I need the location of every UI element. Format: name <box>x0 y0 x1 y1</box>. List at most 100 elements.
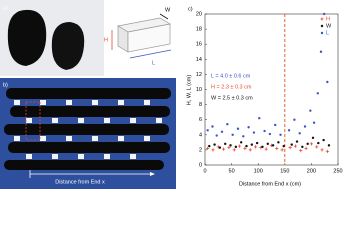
point <box>319 50 323 53</box>
point <box>224 142 227 146</box>
annotation: L = 4.0 ± 0.6 cm <box>211 73 251 79</box>
panel-label: a) <box>3 5 8 11</box>
point <box>268 132 272 136</box>
point <box>226 123 229 126</box>
point <box>295 140 299 143</box>
w-arrow <box>159 13 169 20</box>
dim-label: H <box>104 37 108 43</box>
y-axis-label: H, W, L (cm) <box>186 75 192 106</box>
point <box>250 143 254 146</box>
dim-label: W <box>165 7 171 13</box>
point <box>271 144 275 147</box>
point <box>261 145 264 149</box>
point <box>326 80 329 84</box>
y-tick-label: 6 <box>199 117 202 123</box>
legend-label: L <box>326 30 329 36</box>
point <box>229 144 232 147</box>
point <box>309 109 312 112</box>
point <box>303 125 307 128</box>
point <box>211 125 214 128</box>
point <box>282 144 285 148</box>
point <box>293 144 298 148</box>
caption: Distance from End x <box>55 179 105 185</box>
sausages <box>4 88 171 170</box>
x-tick-label: 0 <box>203 168 206 174</box>
point <box>322 12 326 16</box>
point <box>275 146 279 150</box>
point <box>301 145 304 149</box>
point <box>312 121 316 124</box>
x-tick-label: 100 <box>254 168 263 174</box>
point <box>252 131 256 134</box>
point <box>311 136 315 140</box>
point <box>253 145 258 149</box>
legend-label: W <box>326 23 332 29</box>
legend-marker <box>320 31 324 35</box>
arrow-head <box>150 172 155 176</box>
x-tick-label: 150 <box>280 168 289 174</box>
point <box>234 145 238 149</box>
point <box>299 149 303 153</box>
box-diagram <box>117 17 171 53</box>
y-tick-label: 2 <box>199 147 202 153</box>
figure: a) W H L b) Distance from End x c) Dista… <box>0 0 343 189</box>
point <box>263 129 266 133</box>
y-tick-label: 12 <box>196 72 202 78</box>
y-tick-label: 16 <box>196 42 202 48</box>
point <box>243 146 247 150</box>
annotation: H = 2.3 ± 0.3 cm <box>211 84 252 90</box>
point <box>248 148 252 152</box>
point <box>274 123 277 127</box>
point <box>306 142 309 146</box>
y-tick-label: 18 <box>196 27 202 33</box>
y-tick-label: 10 <box>196 87 202 93</box>
sample <box>51 22 85 70</box>
point <box>215 134 218 137</box>
chart-title: c) <box>188 6 193 12</box>
legend-marker <box>320 17 324 21</box>
point <box>266 142 269 146</box>
point <box>218 146 222 149</box>
y-tick-label: 8 <box>199 102 202 108</box>
point <box>304 146 308 150</box>
point <box>298 132 301 135</box>
point <box>239 141 243 144</box>
point <box>242 135 245 138</box>
point <box>322 138 325 142</box>
y-tick-label: 20 <box>196 11 202 17</box>
point <box>280 148 284 152</box>
point <box>222 147 226 151</box>
point <box>231 133 234 136</box>
point <box>236 127 240 130</box>
point <box>315 145 319 149</box>
page: a) W H L b) Distance from End x c) Dista… <box>0 0 343 189</box>
point <box>288 146 292 150</box>
point <box>255 141 259 145</box>
x-axis-label: Distance from End x (cm) <box>239 181 301 187</box>
panel-label: b) <box>3 82 8 88</box>
point <box>287 129 291 132</box>
legend-marker <box>320 24 324 28</box>
y-tick-label: 4 <box>199 132 202 138</box>
point <box>325 149 329 154</box>
point <box>279 133 282 136</box>
x-tick-label: 250 <box>333 168 342 174</box>
point <box>316 92 319 95</box>
point <box>327 144 331 147</box>
point <box>220 130 224 133</box>
annotation: W = 2.5 ± 0.3 cm <box>211 95 253 101</box>
point <box>227 146 231 150</box>
point <box>213 143 216 146</box>
y-tick-label: 0 <box>199 162 202 168</box>
point <box>290 143 293 146</box>
point <box>309 142 313 146</box>
point <box>245 144 248 148</box>
legend-label: H <box>326 16 330 22</box>
point <box>208 144 211 148</box>
point <box>206 129 209 132</box>
x-tick-label: 200 <box>307 168 316 174</box>
y-tick-label: 14 <box>196 57 202 63</box>
highlight-box <box>25 101 41 141</box>
l-arrow <box>129 49 172 59</box>
point <box>277 141 280 144</box>
